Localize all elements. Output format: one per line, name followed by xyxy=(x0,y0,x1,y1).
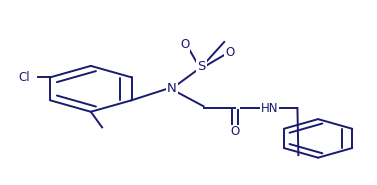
Text: O: O xyxy=(231,125,240,139)
Text: Cl: Cl xyxy=(18,71,29,84)
Text: O: O xyxy=(225,46,234,59)
Text: O: O xyxy=(180,38,189,51)
Text: N: N xyxy=(167,82,176,95)
Text: HN: HN xyxy=(261,102,278,115)
Text: S: S xyxy=(198,60,206,73)
